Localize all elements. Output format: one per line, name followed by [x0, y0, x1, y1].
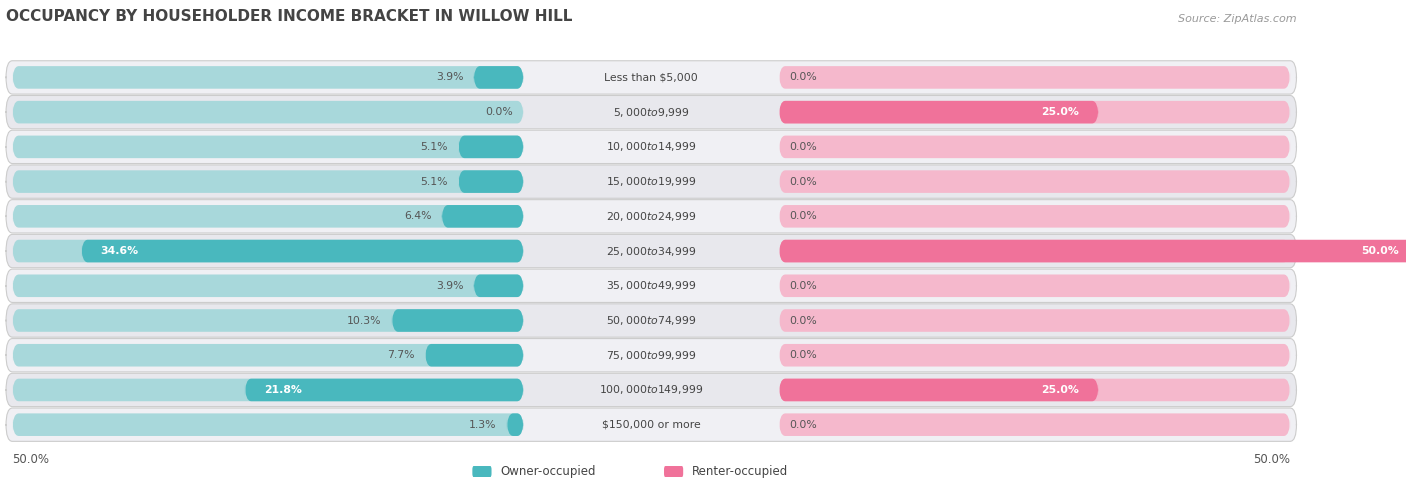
- FancyBboxPatch shape: [6, 130, 1296, 164]
- Text: $25,000 to $34,999: $25,000 to $34,999: [606, 244, 696, 258]
- FancyBboxPatch shape: [779, 379, 1098, 401]
- FancyBboxPatch shape: [779, 309, 1291, 332]
- Text: $15,000 to $19,999: $15,000 to $19,999: [606, 175, 696, 188]
- Text: 5.1%: 5.1%: [420, 142, 449, 152]
- Text: $20,000 to $24,999: $20,000 to $24,999: [606, 210, 696, 223]
- FancyBboxPatch shape: [6, 200, 1296, 233]
- Text: $10,000 to $14,999: $10,000 to $14,999: [606, 140, 696, 154]
- Text: 3.9%: 3.9%: [436, 72, 464, 83]
- Text: 7.7%: 7.7%: [388, 350, 415, 360]
- FancyBboxPatch shape: [779, 414, 1291, 436]
- FancyBboxPatch shape: [779, 170, 1291, 193]
- Text: OCCUPANCY BY HOUSEHOLDER INCOME BRACKET IN WILLOW HILL: OCCUPANCY BY HOUSEHOLDER INCOME BRACKET …: [6, 9, 572, 24]
- Text: $35,000 to $49,999: $35,000 to $49,999: [606, 279, 696, 292]
- Text: $100,000 to $149,999: $100,000 to $149,999: [599, 383, 703, 397]
- FancyBboxPatch shape: [6, 165, 1296, 198]
- Text: Source: ZipAtlas.com: Source: ZipAtlas.com: [1178, 14, 1296, 24]
- Text: 0.0%: 0.0%: [789, 211, 817, 221]
- FancyBboxPatch shape: [6, 373, 1296, 407]
- FancyBboxPatch shape: [13, 344, 523, 366]
- FancyBboxPatch shape: [458, 136, 523, 158]
- Text: Owner-occupied: Owner-occupied: [501, 465, 596, 478]
- Text: Less than $5,000: Less than $5,000: [605, 72, 699, 83]
- FancyBboxPatch shape: [664, 466, 683, 477]
- Text: $75,000 to $99,999: $75,000 to $99,999: [606, 349, 696, 362]
- FancyBboxPatch shape: [13, 101, 523, 123]
- Text: $50,000 to $74,999: $50,000 to $74,999: [606, 314, 696, 327]
- FancyBboxPatch shape: [779, 240, 1291, 262]
- FancyBboxPatch shape: [779, 344, 1291, 366]
- Text: 5.1%: 5.1%: [420, 176, 449, 187]
- FancyBboxPatch shape: [6, 408, 1296, 441]
- Text: 34.6%: 34.6%: [101, 246, 139, 256]
- Text: 50.0%: 50.0%: [1361, 246, 1399, 256]
- FancyBboxPatch shape: [474, 66, 523, 89]
- FancyBboxPatch shape: [6, 234, 1296, 268]
- Text: 50.0%: 50.0%: [1253, 453, 1291, 466]
- FancyBboxPatch shape: [13, 379, 523, 401]
- FancyBboxPatch shape: [779, 240, 1406, 262]
- FancyBboxPatch shape: [6, 95, 1296, 129]
- Text: 6.4%: 6.4%: [404, 211, 432, 221]
- FancyBboxPatch shape: [425, 344, 523, 366]
- FancyBboxPatch shape: [13, 275, 523, 297]
- FancyBboxPatch shape: [474, 275, 523, 297]
- Text: $150,000 or more: $150,000 or more: [602, 420, 700, 430]
- Text: 0.0%: 0.0%: [789, 315, 817, 326]
- FancyBboxPatch shape: [506, 414, 523, 436]
- Text: 0.0%: 0.0%: [789, 420, 817, 430]
- FancyBboxPatch shape: [13, 170, 523, 193]
- Text: 25.0%: 25.0%: [1042, 107, 1080, 117]
- FancyBboxPatch shape: [245, 379, 523, 401]
- FancyBboxPatch shape: [13, 414, 523, 436]
- FancyBboxPatch shape: [82, 240, 523, 262]
- Text: $5,000 to $9,999: $5,000 to $9,999: [613, 105, 689, 119]
- FancyBboxPatch shape: [13, 309, 523, 332]
- FancyBboxPatch shape: [458, 170, 523, 193]
- FancyBboxPatch shape: [6, 304, 1296, 337]
- FancyBboxPatch shape: [472, 466, 492, 477]
- FancyBboxPatch shape: [779, 101, 1291, 123]
- FancyBboxPatch shape: [6, 269, 1296, 302]
- FancyBboxPatch shape: [441, 205, 523, 227]
- Text: 0.0%: 0.0%: [789, 350, 817, 360]
- Text: 0.0%: 0.0%: [485, 107, 513, 117]
- FancyBboxPatch shape: [779, 136, 1291, 158]
- FancyBboxPatch shape: [13, 66, 523, 89]
- Text: 0.0%: 0.0%: [789, 281, 817, 291]
- Text: 0.0%: 0.0%: [789, 72, 817, 83]
- FancyBboxPatch shape: [392, 309, 523, 332]
- Text: 50.0%: 50.0%: [13, 453, 49, 466]
- Text: 25.0%: 25.0%: [1042, 385, 1080, 395]
- Text: 3.9%: 3.9%: [436, 281, 464, 291]
- FancyBboxPatch shape: [13, 136, 523, 158]
- FancyBboxPatch shape: [6, 61, 1296, 94]
- FancyBboxPatch shape: [779, 275, 1291, 297]
- Text: 10.3%: 10.3%: [347, 315, 381, 326]
- FancyBboxPatch shape: [779, 379, 1291, 401]
- Text: 0.0%: 0.0%: [789, 176, 817, 187]
- FancyBboxPatch shape: [13, 205, 523, 227]
- Text: Renter-occupied: Renter-occupied: [692, 465, 789, 478]
- FancyBboxPatch shape: [13, 240, 523, 262]
- Text: 21.8%: 21.8%: [264, 385, 302, 395]
- FancyBboxPatch shape: [6, 339, 1296, 372]
- Text: 1.3%: 1.3%: [470, 420, 496, 430]
- FancyBboxPatch shape: [779, 66, 1291, 89]
- FancyBboxPatch shape: [779, 101, 1098, 123]
- Text: 0.0%: 0.0%: [789, 142, 817, 152]
- FancyBboxPatch shape: [779, 205, 1291, 227]
